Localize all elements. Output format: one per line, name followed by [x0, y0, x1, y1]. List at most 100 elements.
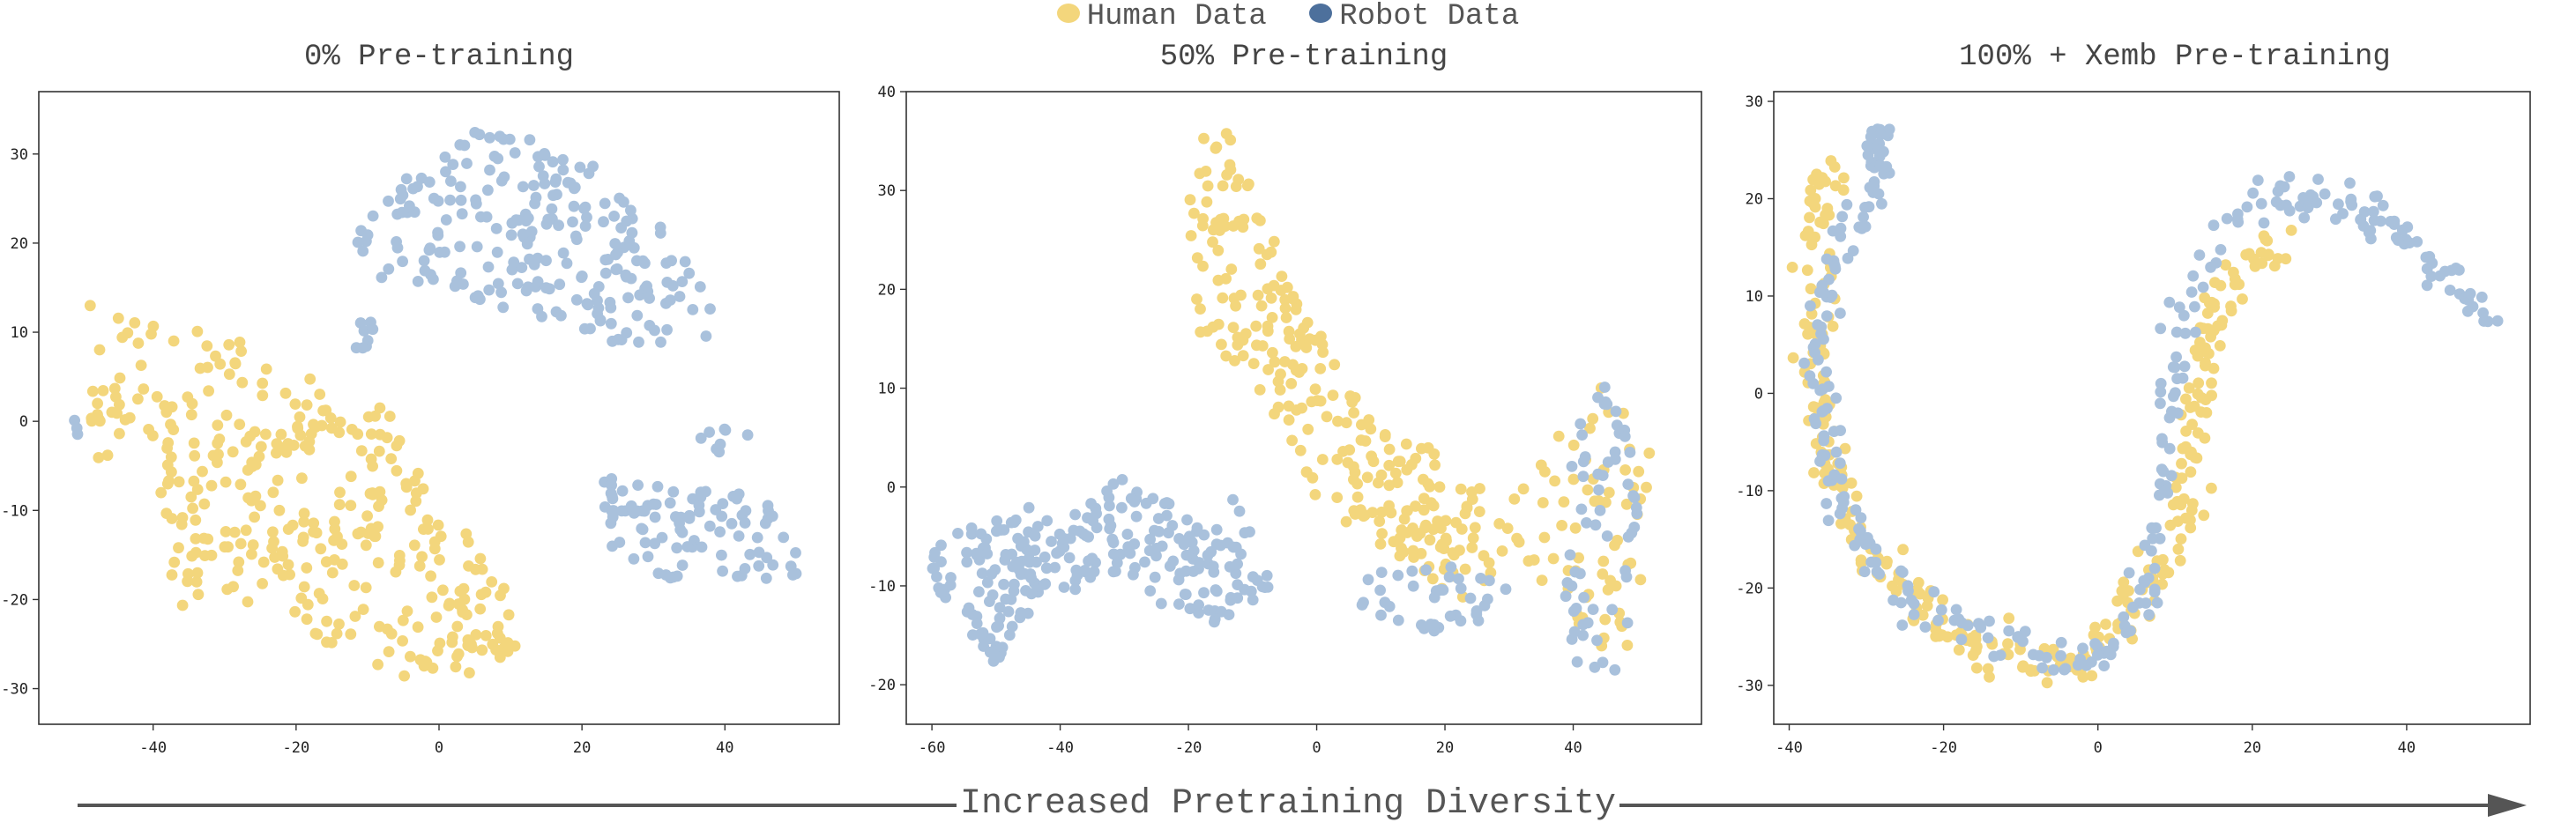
scatter-point: [214, 358, 227, 370]
scatter-point: [693, 500, 705, 511]
scatter-point: [991, 515, 1003, 527]
scatter-point: [470, 194, 481, 206]
scatter-point: [1609, 663, 1621, 676]
scatter-point: [666, 255, 677, 267]
scatter-point: [598, 216, 609, 228]
scatter-point: [1241, 180, 1254, 192]
scatter-point: [1233, 505, 1246, 517]
scatter-point: [1982, 632, 1994, 644]
scatter-point: [232, 565, 244, 576]
scatter-point: [498, 171, 510, 183]
scatter-point: [1379, 431, 1391, 442]
legend: Human Data Robot Data: [0, 0, 2576, 33]
scatter-point: [1031, 521, 1044, 532]
scatter-point: [1210, 585, 1223, 597]
scatter-point: [1018, 536, 1030, 548]
scatter-point: [2258, 217, 2270, 229]
scatter-point: [2297, 192, 2310, 204]
scatter-point: [649, 511, 661, 523]
scatter-point: [1871, 566, 1883, 578]
scatter-point: [321, 615, 332, 627]
scatter-point: [2098, 660, 2111, 671]
scatter-point: [404, 200, 415, 212]
scatter-point: [2228, 266, 2239, 278]
scatter-point: [326, 567, 339, 579]
scatter-point: [974, 628, 986, 641]
scatter-point: [1864, 182, 1876, 194]
scatter-point: [696, 541, 708, 553]
scatter-point: [1582, 617, 1594, 629]
scatter-point: [638, 505, 651, 517]
scatter-point: [1046, 536, 1057, 547]
scatter-point: [986, 568, 998, 580]
scatter-point: [151, 390, 163, 403]
scatter-point: [2189, 345, 2201, 356]
scatter-panel-2: -60 -40 -20 0 20 40 -20 -10 0 10 20 30 40: [868, 84, 1702, 757]
scatter-point: [1275, 285, 1287, 296]
scatter-point: [533, 160, 545, 173]
scatter-point: [2036, 662, 2049, 674]
scatter-point: [2117, 592, 2129, 604]
scatter-point: [1212, 274, 1225, 286]
scatter-point: [464, 667, 475, 678]
scatter-point: [561, 257, 573, 270]
scatter-point: [298, 508, 310, 520]
scatter-point: [1029, 530, 1041, 542]
scatter-point: [2127, 601, 2139, 613]
scatter-point: [2252, 174, 2264, 187]
scatter-point: [718, 423, 731, 435]
scatter-point: [581, 211, 592, 224]
scatter-point: [1155, 597, 1167, 610]
scatter-point: [2477, 307, 2490, 319]
scatter-point: [482, 261, 495, 273]
scatter-point: [2177, 372, 2189, 384]
scatter-point: [484, 164, 495, 176]
scatter-point: [1383, 443, 1396, 456]
scatter-point: [1110, 566, 1121, 577]
scatter-point: [935, 539, 947, 552]
scatter-point: [1252, 289, 1264, 301]
scatter-point: [475, 211, 487, 223]
scatter-point: [426, 591, 438, 604]
scatter-point: [451, 650, 463, 663]
scatter-point: [1835, 425, 1847, 436]
scatter-point: [190, 514, 202, 526]
scatter-point: [1238, 213, 1250, 226]
scatter-point: [1578, 591, 1590, 604]
scatter-point: [1500, 583, 1512, 596]
scatter-point: [397, 256, 408, 268]
human-swatch: [1056, 4, 1080, 24]
scatter-point: [111, 407, 123, 419]
y-tick-label: 0: [19, 413, 28, 431]
scatter-point: [2450, 263, 2462, 274]
scatter-point: [308, 517, 320, 530]
scatter-point: [1809, 201, 1821, 213]
scatter-point: [173, 542, 184, 554]
scatter-point: [2193, 377, 2205, 389]
scatter-point: [582, 299, 594, 311]
scatter-point: [1836, 482, 1849, 494]
scatter-point: [325, 637, 338, 648]
scatter-point: [2345, 193, 2357, 205]
scatter-point: [1984, 671, 1995, 683]
scatter-point: [1564, 549, 1576, 561]
scatter-point: [1815, 321, 1828, 333]
scatter-point: [2311, 196, 2323, 209]
scatter-point: [1835, 517, 1847, 530]
scatter-point: [360, 539, 372, 552]
scatter-point: [2425, 270, 2438, 282]
scatter-point: [1483, 557, 1495, 569]
scatter-point: [608, 211, 620, 222]
scatter-point: [1290, 341, 1302, 352]
scatter-point: [2491, 315, 2504, 327]
scatter-point: [1641, 481, 1652, 493]
scatter-point: [1225, 134, 1237, 146]
scatter-point: [397, 614, 409, 626]
scatter-point: [628, 552, 640, 565]
scatter-point: [1367, 456, 1380, 468]
scatter-point: [189, 449, 201, 462]
scatter-point: [383, 646, 395, 657]
scatter-point: [187, 502, 199, 515]
scatter-point: [1862, 149, 1874, 161]
scatter-point: [984, 646, 996, 658]
